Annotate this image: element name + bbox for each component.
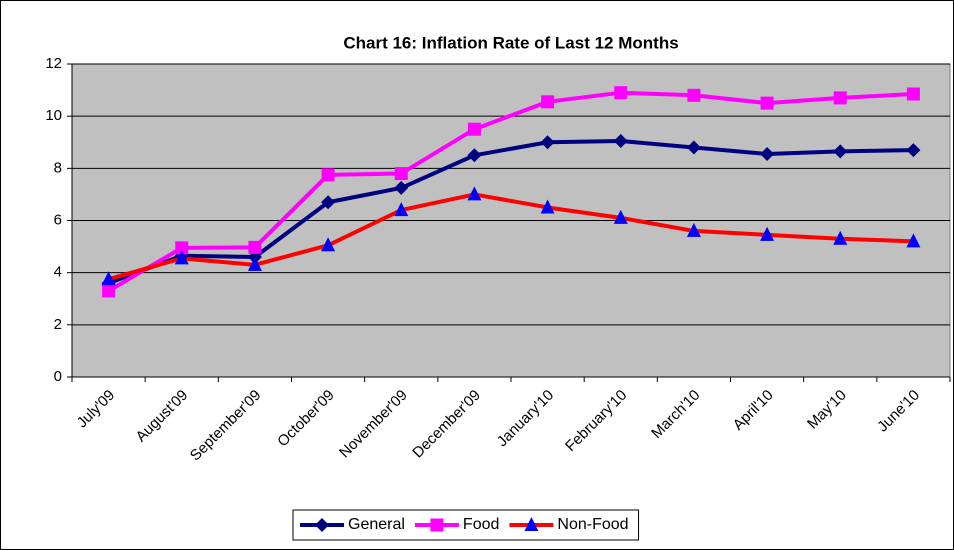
marker bbox=[613, 209, 628, 224]
marker bbox=[102, 284, 116, 298]
marker bbox=[833, 91, 847, 105]
marker bbox=[321, 237, 336, 252]
marker bbox=[906, 87, 920, 101]
marker bbox=[833, 144, 848, 159]
marker bbox=[906, 233, 921, 248]
legend-box bbox=[292, 509, 640, 541]
legend-label: Food bbox=[463, 516, 499, 533]
marker bbox=[248, 240, 262, 254]
marker bbox=[101, 271, 116, 286]
legend-marker bbox=[524, 517, 539, 531]
legend-label: Non-Food bbox=[557, 516, 628, 533]
marker bbox=[760, 226, 775, 241]
y-tick-label: 12 bbox=[45, 55, 62, 72]
marker bbox=[760, 96, 774, 110]
marker bbox=[833, 230, 848, 245]
marker bbox=[175, 241, 189, 255]
marker bbox=[613, 133, 628, 148]
marker bbox=[906, 143, 921, 158]
marker bbox=[687, 88, 701, 102]
marker bbox=[760, 146, 775, 161]
series-line bbox=[108, 192, 914, 282]
series-line bbox=[107, 90, 914, 293]
legend-marker bbox=[315, 518, 329, 532]
marker bbox=[541, 95, 555, 109]
marker bbox=[174, 250, 189, 265]
y-tick-label: 6 bbox=[54, 211, 62, 228]
marker bbox=[686, 140, 701, 155]
marker bbox=[540, 135, 555, 150]
chart-title: Chart 16: Inflation Rate of Last 12 Mont… bbox=[343, 33, 678, 52]
y-tick-label: 4 bbox=[54, 264, 62, 281]
marker bbox=[247, 256, 262, 271]
marker bbox=[321, 168, 335, 182]
marker bbox=[394, 167, 408, 181]
marker bbox=[467, 122, 481, 136]
y-tick-label: 2 bbox=[54, 316, 62, 333]
y-tick-label: 8 bbox=[54, 159, 62, 176]
y-tick-label: 10 bbox=[45, 107, 62, 124]
marker bbox=[394, 180, 409, 195]
legend-label: General bbox=[348, 516, 405, 533]
legend: General Food Non-Food bbox=[292, 509, 640, 541]
series-line bbox=[107, 138, 914, 285]
y-tick-label: 0 bbox=[54, 368, 62, 385]
marker bbox=[467, 186, 482, 201]
legend-marker bbox=[430, 518, 444, 532]
marker bbox=[614, 86, 628, 100]
marker bbox=[394, 202, 409, 217]
marker bbox=[540, 199, 555, 214]
marker bbox=[467, 148, 482, 163]
marker bbox=[321, 195, 336, 210]
marker bbox=[686, 222, 701, 237]
